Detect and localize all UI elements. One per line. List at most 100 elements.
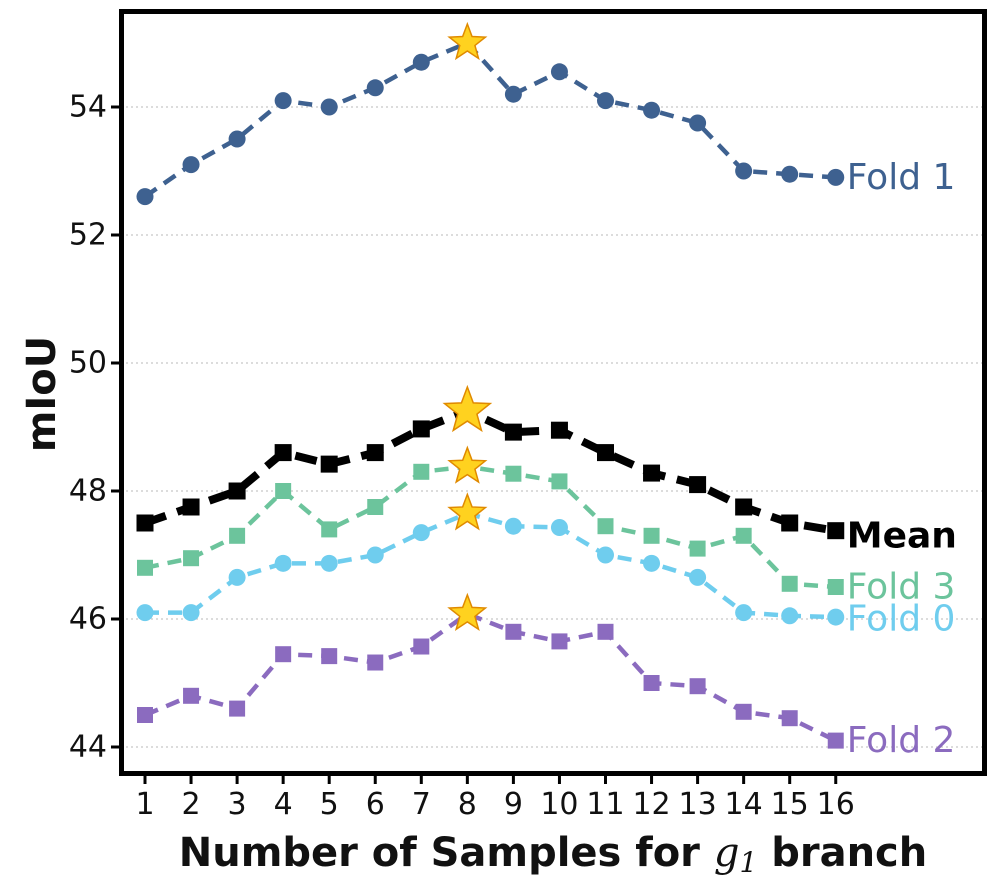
point-fold-1-x4 bbox=[274, 92, 292, 110]
plot-frame bbox=[119, 9, 987, 776]
x-axis-title-sub: 1 bbox=[739, 846, 757, 879]
point-fold-2-x4 bbox=[275, 646, 292, 663]
x-axis-title-suffix bbox=[757, 830, 771, 876]
point-mean-x15 bbox=[781, 514, 799, 532]
y-tick-label-44: 44 bbox=[69, 730, 107, 765]
x-axis-title-prefix: Number of Samples for bbox=[179, 830, 700, 876]
point-fold-0-x14 bbox=[735, 604, 753, 622]
point-fold-3-x12 bbox=[643, 527, 660, 544]
point-fold-0-x7 bbox=[412, 524, 430, 542]
series-line-fold-3 bbox=[144, 464, 836, 590]
point-fold-2-x7 bbox=[413, 638, 430, 655]
x-tick-label-14: 14 bbox=[725, 787, 763, 822]
point-fold-2-x10 bbox=[551, 633, 568, 650]
star-fold-3-x8 bbox=[447, 445, 488, 484]
series-line-fold-2 bbox=[144, 611, 837, 743]
x-tick-label-8: 8 bbox=[458, 787, 477, 822]
point-fold-1-x9 bbox=[504, 85, 522, 103]
point-fold-2-x2 bbox=[183, 687, 200, 704]
point-fold-2-x11 bbox=[597, 623, 614, 640]
point-fold-3-x7 bbox=[413, 463, 430, 480]
point-fold-2-x12 bbox=[643, 675, 660, 691]
series-label-mean: Mean bbox=[847, 515, 957, 556]
markers-layer bbox=[136, 53, 845, 749]
point-fold-0-x16 bbox=[827, 608, 845, 626]
point-fold-2-x3 bbox=[229, 700, 246, 717]
point-fold-3-x5 bbox=[321, 521, 338, 538]
x-tick-label-9: 9 bbox=[504, 787, 523, 822]
x-tick-label-6: 6 bbox=[366, 787, 385, 822]
point-fold-0-x13 bbox=[689, 568, 707, 586]
point-mean-x13 bbox=[689, 476, 707, 494]
star-fold-2-x8 bbox=[447, 592, 488, 631]
point-fold-3-x11 bbox=[597, 518, 614, 535]
x-axis-title-var: g bbox=[714, 830, 740, 876]
point-fold-2-x5 bbox=[321, 648, 338, 665]
point-fold-3-x10 bbox=[551, 473, 568, 490]
series-line-fold-0 bbox=[145, 511, 836, 620]
star-fold-1-x8 bbox=[447, 21, 488, 61]
series-line-fold-1 bbox=[143, 40, 836, 199]
point-fold-1-x10 bbox=[550, 63, 568, 81]
point-mean-x6 bbox=[366, 444, 384, 462]
y-tick-label-50: 50 bbox=[69, 346, 107, 381]
point-mean-x10 bbox=[550, 421, 568, 439]
point-fold-2-x14 bbox=[735, 703, 752, 720]
star-fold-0-x8 bbox=[447, 492, 488, 531]
point-mean-x9 bbox=[504, 423, 522, 441]
point-fold-2-x9 bbox=[505, 623, 522, 640]
x-axis-title: Number of Samples for g1 branch bbox=[179, 830, 927, 879]
x-tick-label-1: 1 bbox=[135, 787, 154, 822]
point-fold-1-x3 bbox=[228, 130, 246, 148]
point-mean-x3 bbox=[228, 482, 246, 500]
x-tick-label-7: 7 bbox=[412, 787, 431, 822]
point-fold-1-x14 bbox=[735, 162, 753, 180]
point-fold-1-x6 bbox=[366, 79, 384, 97]
point-fold-3-x1 bbox=[137, 559, 153, 576]
series-layer bbox=[143, 40, 837, 743]
point-mean-x2 bbox=[182, 498, 200, 516]
point-fold-3-x16 bbox=[827, 579, 844, 595]
point-fold-0-x12 bbox=[643, 554, 661, 572]
highlight-stars bbox=[442, 21, 493, 631]
point-mean-x12 bbox=[643, 464, 661, 482]
y-axis-title: mIoU bbox=[19, 336, 65, 453]
point-fold-3-x9 bbox=[505, 465, 522, 482]
point-mean-x14 bbox=[735, 498, 753, 516]
point-mean-x1 bbox=[136, 514, 154, 532]
point-mean-x5 bbox=[320, 455, 338, 473]
x-tick-label-11: 11 bbox=[586, 787, 624, 822]
point-fold-3-x4 bbox=[275, 483, 292, 499]
point-mean-x11 bbox=[597, 444, 614, 462]
point-fold-1-x11 bbox=[597, 92, 614, 110]
point-fold-2-x16 bbox=[827, 732, 844, 749]
point-fold-3-x13 bbox=[689, 540, 706, 557]
point-fold-3-x6 bbox=[367, 499, 384, 515]
point-fold-1-x16 bbox=[827, 168, 845, 186]
point-fold-0-x10 bbox=[550, 518, 568, 536]
x-tick-label-10: 10 bbox=[540, 787, 578, 822]
point-mean-x7 bbox=[412, 420, 430, 438]
point-fold-0-x4 bbox=[274, 554, 292, 572]
series-label-fold-1: Fold 1 bbox=[847, 157, 956, 198]
point-fold-0-x9 bbox=[504, 517, 522, 535]
point-fold-1-x7 bbox=[412, 53, 430, 71]
point-fold-0-x6 bbox=[366, 546, 384, 564]
point-mean-x16 bbox=[827, 522, 845, 540]
point-fold-0-x2 bbox=[182, 604, 200, 622]
series-line-mean bbox=[143, 407, 837, 535]
x-tick-label-2: 2 bbox=[182, 787, 201, 822]
series-label-fold-0: Fold 0 bbox=[847, 599, 956, 640]
y-tick-label-48: 48 bbox=[69, 474, 107, 509]
point-fold-0-x5 bbox=[320, 554, 338, 572]
point-fold-1-x15 bbox=[781, 165, 799, 183]
y-tick-label-54: 54 bbox=[69, 90, 107, 125]
point-fold-1-x12 bbox=[643, 101, 661, 119]
point-fold-2-x13 bbox=[689, 678, 706, 695]
point-fold-1-x13 bbox=[689, 114, 707, 132]
x-tick-label-4: 4 bbox=[274, 787, 293, 822]
x-tick-label-12: 12 bbox=[632, 787, 670, 822]
point-fold-0-x1 bbox=[136, 604, 154, 622]
